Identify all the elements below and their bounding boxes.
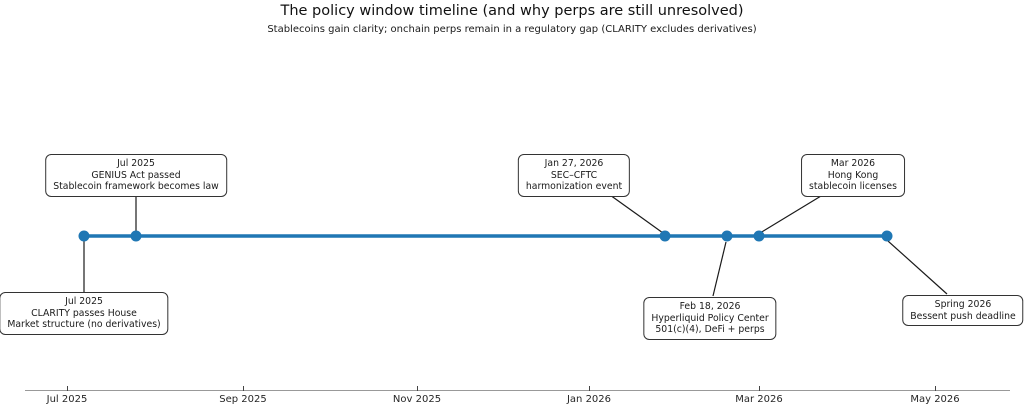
connector-line-bessent: [887, 240, 948, 295]
x-tick: [759, 386, 760, 391]
event-date: Spring 2026: [934, 299, 992, 310]
x-tick-label: Sep 2025: [219, 394, 267, 405]
event-title: CLARITY passes House: [31, 307, 137, 319]
event-detail: stablecoin licenses: [809, 181, 897, 193]
event-detail: Market structure (no derivatives): [7, 319, 161, 331]
event-marker-bessent: [881, 230, 893, 242]
event-marker-hyperliquid: [721, 230, 733, 242]
x-tick: [589, 386, 590, 391]
connector-line-hong-kong: [759, 195, 822, 234]
event-title: Hong Kong: [827, 169, 879, 181]
event-marker-genius: [130, 230, 142, 242]
x-tick-label: May 2026: [910, 394, 960, 405]
x-tick-label: Jul 2025: [46, 394, 88, 405]
chart-title: The policy window timeline (and why perp…: [280, 3, 744, 19]
event-annotation-genius: Jul 2025 GENIUS Act passed Stablecoin fr…: [45, 154, 227, 198]
event-annotation-hyperliquid: Feb 18, 2026 Hyperliquid Policy Center 5…: [643, 297, 777, 341]
event-marker-clarity: [78, 230, 90, 242]
x-axis-line: [25, 390, 1010, 391]
event-annotation-hong-kong: Mar 2026 Hong Kong stablecoin licenses: [801, 154, 905, 198]
connector-line-hyperliquid: [712, 241, 727, 297]
event-detail: Stablecoin framework becomes law: [53, 181, 219, 193]
event-detail: 501(c)(4), DeFi + perps: [655, 324, 765, 336]
event-marker-hong-kong: [753, 230, 765, 242]
event-detail: harmonization event: [525, 181, 623, 193]
event-title: Hyperliquid Policy Center: [651, 312, 769, 324]
event-title: Bessent push deadline: [910, 310, 1016, 322]
event-title: GENIUS Act passed: [91, 169, 181, 181]
chart-subtitle: Stablecoins gain clarity; onchain perps …: [267, 24, 757, 35]
event-annotation-sec-cftc: Jan 27, 2026 SEC–CFTC harmonization even…: [517, 154, 631, 198]
x-tick-label: Nov 2025: [392, 394, 442, 405]
x-tick: [935, 386, 936, 391]
event-annotation-clarity: Jul 2025 CLARITY passes House Market str…: [0, 292, 169, 336]
event-date: Mar 2026: [830, 158, 876, 169]
x-tick-label: Jan 2026: [566, 394, 612, 405]
connector-line-sec-cftc: [609, 194, 664, 234]
event-title: SEC–CFTC: [550, 169, 598, 181]
x-tick: [417, 386, 418, 391]
event-date: Jan 27, 2026: [544, 158, 604, 169]
event-date: Jul 2025: [117, 158, 155, 169]
x-tick: [67, 386, 68, 391]
x-tick-label: Mar 2026: [735, 394, 783, 405]
x-tick: [243, 386, 244, 391]
event-date: Jul 2025: [65, 296, 103, 307]
event-marker-sec-cftc: [659, 230, 671, 242]
event-date: Feb 18, 2026: [679, 301, 741, 312]
event-annotation-bessent: Spring 2026 Bessent push deadline: [902, 295, 1024, 327]
